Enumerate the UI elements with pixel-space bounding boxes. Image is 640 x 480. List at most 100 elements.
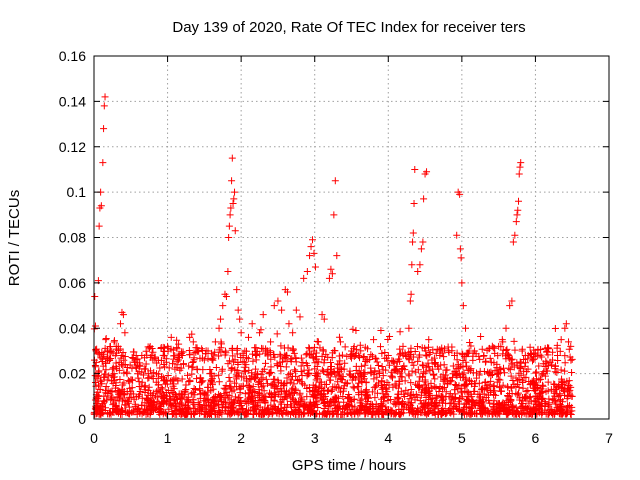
data-point [473, 374, 481, 382]
data-point [432, 384, 440, 392]
data-point [169, 380, 177, 388]
data-point [384, 351, 392, 359]
data-point [502, 410, 510, 418]
data-point [119, 362, 127, 370]
data-point [544, 387, 552, 395]
data-point [303, 372, 311, 380]
data-point [344, 395, 352, 403]
data-point [320, 390, 328, 398]
data-point [337, 364, 345, 372]
data-point [306, 345, 314, 353]
data-point [168, 360, 176, 368]
y-tick-label: 0.08 [59, 230, 86, 246]
data-point [551, 362, 559, 370]
data-point [413, 393, 421, 401]
data-point [567, 356, 575, 364]
data-point [281, 344, 289, 352]
data-point [419, 405, 427, 413]
data-point [453, 365, 461, 373]
data-point [204, 388, 212, 396]
data-point [178, 351, 186, 359]
data-point [371, 368, 379, 376]
data-point [453, 356, 461, 364]
x-tick-label: 2 [237, 430, 245, 446]
data-point [282, 390, 290, 398]
data-point [544, 378, 552, 386]
data-point [316, 344, 324, 352]
data-point [514, 206, 522, 214]
data-point [507, 396, 515, 404]
data-point [470, 387, 478, 395]
data-point [398, 398, 406, 406]
data-point [388, 374, 396, 382]
data-point [487, 377, 495, 385]
data-point [338, 351, 346, 359]
data-point [154, 374, 162, 382]
data-point [547, 385, 555, 393]
data-point [406, 395, 414, 403]
data-point [273, 330, 281, 338]
data-point [272, 383, 280, 391]
data-point [130, 358, 138, 366]
data-point [506, 407, 514, 415]
data-point [133, 404, 141, 412]
data-point [261, 398, 269, 406]
data-point [134, 355, 142, 363]
data-point [460, 353, 468, 361]
data-point [231, 188, 239, 196]
data-point [385, 408, 393, 416]
data-point [425, 400, 433, 408]
data-point [544, 410, 552, 418]
data-point [296, 313, 304, 321]
data-point [222, 382, 230, 390]
data-point [329, 349, 337, 357]
data-point [468, 380, 476, 388]
data-point [246, 382, 254, 390]
data-point [459, 302, 467, 310]
data-point [206, 365, 214, 373]
data-point [560, 379, 568, 387]
data-point [327, 359, 335, 367]
data-point [355, 391, 363, 399]
data-point [309, 236, 317, 244]
data-point [127, 388, 135, 396]
data-point [515, 170, 523, 178]
data-point [484, 396, 492, 404]
data-point [567, 342, 575, 350]
data-point [498, 336, 506, 344]
data-point [178, 395, 186, 403]
data-point [489, 344, 497, 352]
data-point [286, 378, 294, 386]
data-point [449, 393, 457, 401]
data-point [477, 333, 485, 341]
data-point [509, 238, 517, 246]
data-point [263, 347, 271, 355]
data-point [239, 382, 247, 390]
data-point [554, 383, 562, 391]
data-point [160, 361, 168, 369]
data-point [162, 388, 170, 396]
data-point [296, 401, 304, 409]
data-point [99, 355, 107, 363]
data-point [306, 388, 314, 396]
data-point [228, 177, 236, 185]
data-point [457, 362, 465, 370]
data-point [405, 324, 413, 332]
data-point [230, 386, 238, 394]
data-point [102, 336, 110, 344]
data-point [102, 366, 110, 374]
data-point [395, 377, 403, 385]
data-point [538, 402, 546, 410]
data-point [457, 384, 465, 392]
data-point [293, 376, 301, 384]
data-point [249, 357, 257, 365]
data-point [274, 378, 282, 386]
data-point [547, 409, 555, 417]
data-point [126, 384, 134, 392]
data-point [237, 329, 245, 337]
data-point [465, 347, 473, 355]
data-point [158, 373, 166, 381]
data-point [490, 382, 498, 390]
data-point [449, 362, 457, 370]
data-point [443, 380, 451, 388]
